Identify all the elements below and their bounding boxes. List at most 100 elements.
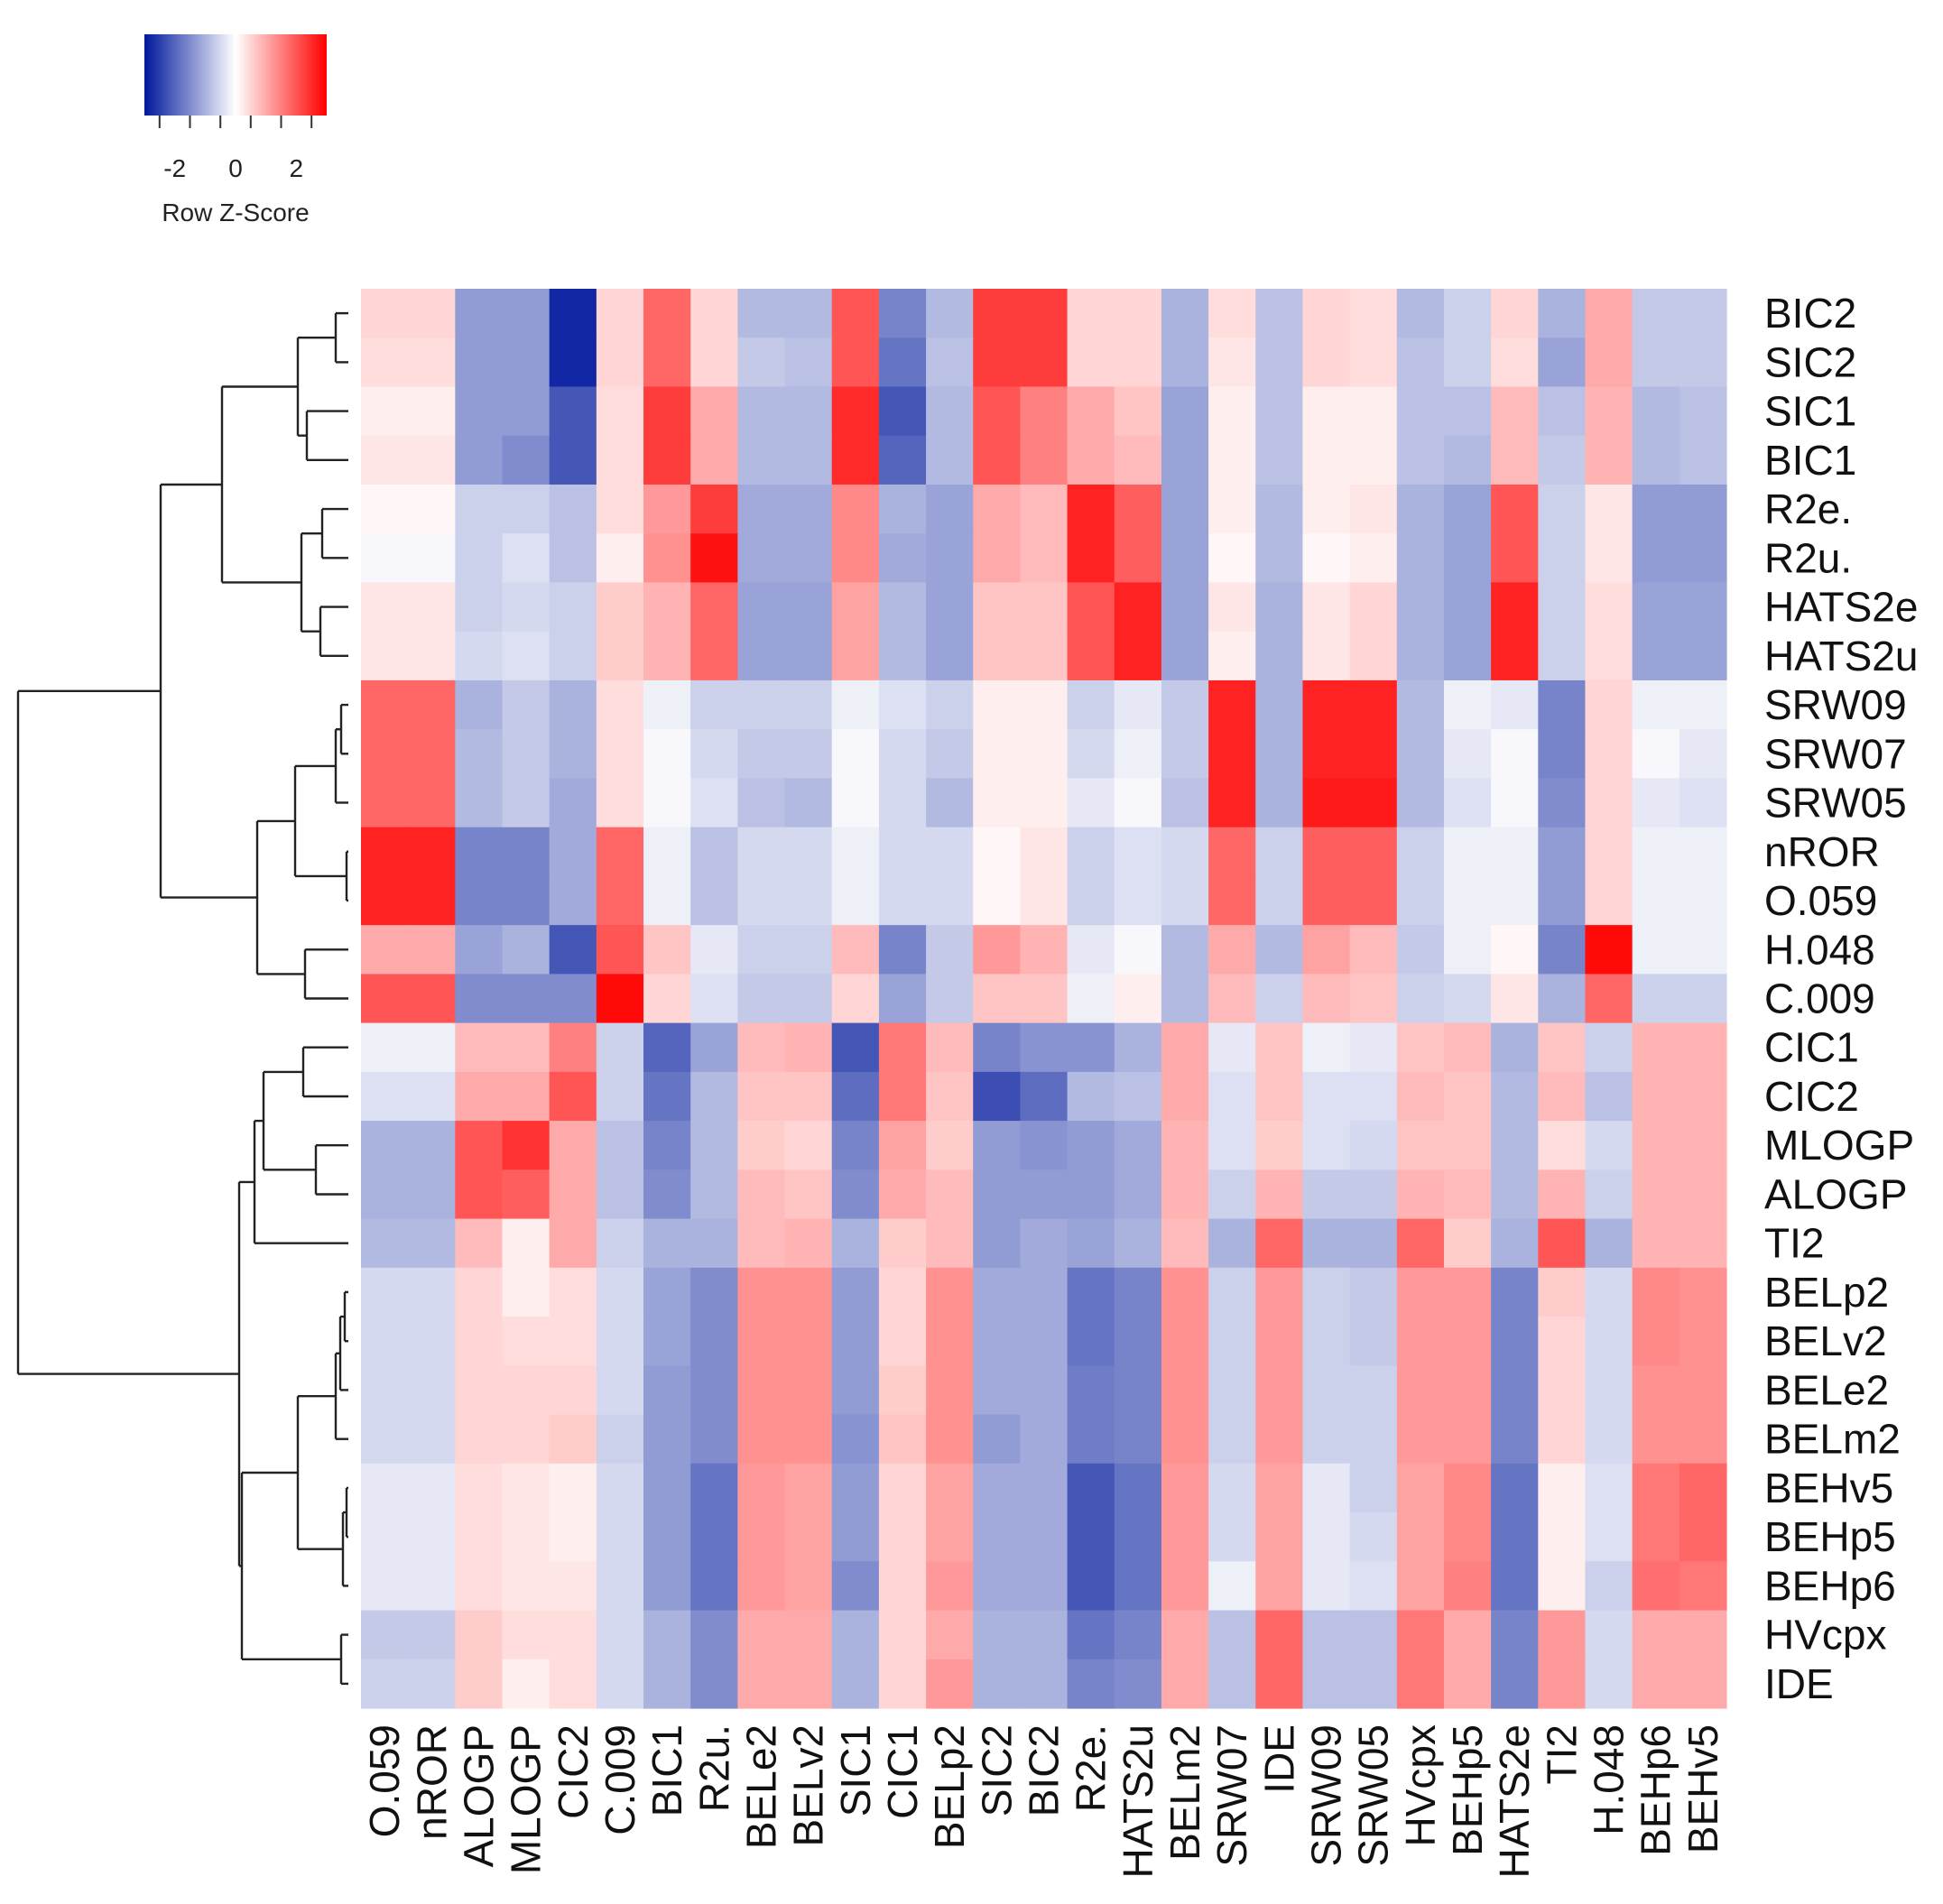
heatmap-cell [1349,1022,1398,1073]
heatmap-cell [408,1659,456,1709]
heatmap-cell [1208,974,1256,1024]
heatmap-cell [1679,1071,1727,1122]
heatmap-cell [549,1610,597,1660]
heatmap-cell [878,925,927,975]
heatmap-cell [1632,1121,1680,1170]
heatmap-cell [737,631,786,681]
heatmap-cell [1067,1169,1115,1220]
heatmap-cell [455,1365,504,1416]
heatmap-cell [784,631,833,681]
heatmap-cell [1491,337,1539,388]
heatmap-cell [1538,1169,1587,1220]
heatmap-cell [1538,582,1587,633]
heatmap-cell [1302,1414,1351,1465]
heatmap-cell [1632,631,1680,681]
heatmap-cell [926,631,974,681]
heatmap-cell [1491,289,1539,338]
heatmap-cell [1632,337,1680,388]
heatmap-cell [1585,582,1633,633]
heatmap-cell [1208,1317,1256,1366]
heatmap-cell [596,1561,644,1612]
heatmap-cell [926,1610,974,1660]
heatmap-cell [690,729,738,780]
heatmap-cell [1679,1365,1727,1416]
heatmap-cell [878,1071,927,1122]
heatmap-cell [973,1218,1022,1269]
heatmap-cell [549,386,597,437]
heatmap-cell [926,1121,974,1170]
heatmap-cell [926,679,974,730]
heatmap-cell [1067,1561,1115,1612]
heatmap-cell [549,1267,597,1317]
heatmap-cell [596,1610,644,1660]
heatmap-cell [1538,778,1587,828]
heatmap-cell [1538,1121,1587,1170]
heatmap-cell [1255,1218,1304,1269]
heatmap-cell [1585,974,1633,1024]
heatmap-cell [831,778,880,828]
heatmap-cell [1491,435,1539,485]
heatmap-cell [549,435,597,485]
heatmap-cell [1020,875,1069,926]
heatmap-cell [1067,1121,1115,1170]
heatmap-cell [1349,729,1398,780]
heatmap-cell [1020,1414,1069,1465]
heatmap-cell [1161,1414,1209,1465]
heatmap-cell [1302,1121,1351,1170]
heatmap-cell [1302,1561,1351,1612]
heatmap-cell [1538,435,1587,485]
heatmap-cell [455,1610,504,1660]
heatmap-cell [1114,1317,1162,1366]
heatmap-cell [831,1463,880,1513]
heatmap-cell [831,1218,880,1269]
heatmap-cell [502,1317,551,1366]
row-label: BELm2 [1764,1416,1901,1463]
heatmap-cell [878,778,927,828]
heatmap-cell [1632,533,1680,584]
heatmap-cell [502,533,551,584]
column-label: R2e. [1068,1724,1115,1812]
heatmap-cell [1585,1169,1633,1220]
heatmap-cell [1491,386,1539,437]
heatmap-cell [1679,1267,1727,1317]
heatmap-cell [737,827,786,877]
heatmap-cell [737,1610,786,1660]
heatmap-cell [1067,533,1115,584]
heatmap-cell [1632,1218,1680,1269]
heatmap-cell [1302,925,1351,975]
heatmap-cell [502,1169,551,1220]
column-label: SRW07 [1208,1724,1255,1867]
heatmap-cell [784,386,833,437]
heatmap-cell [784,729,833,780]
heatmap-cell [1349,1659,1398,1709]
heatmap-cell [973,729,1022,780]
heatmap-cell [1632,827,1680,877]
heatmap-cell [973,925,1022,975]
heatmap-cell [1396,1267,1445,1317]
heatmap-cell [596,1659,644,1709]
heatmap-cell [643,1071,691,1122]
heatmap-cell [596,1365,644,1416]
heatmap-cell [1161,1169,1209,1220]
heatmap-cell [1396,1218,1445,1269]
heatmap-cell [1585,875,1633,926]
heatmap-cell [1443,1561,1492,1612]
heatmap-cell [1161,729,1209,780]
heatmap-cell [1679,1169,1727,1220]
heatmap-cell [1114,1267,1162,1317]
heatmap-cell [1349,778,1398,828]
heatmap-cell [596,925,644,975]
heatmap-cell [1302,1365,1351,1416]
heatmap-cell [1396,729,1445,780]
column-label: HVcpx [1397,1724,1444,1846]
row-label: R2e. [1764,485,1852,532]
heatmap-cell [1114,1022,1162,1073]
heatmap-cell [1208,925,1256,975]
heatmap-cell [1679,1022,1727,1073]
heatmap-cell [973,435,1022,485]
heatmap-cell [690,1022,738,1073]
heatmap-cell [973,1267,1022,1317]
heatmap-cell [1349,631,1398,681]
heatmap-cell [690,925,738,975]
row-label: HATS2e [1764,584,1918,631]
